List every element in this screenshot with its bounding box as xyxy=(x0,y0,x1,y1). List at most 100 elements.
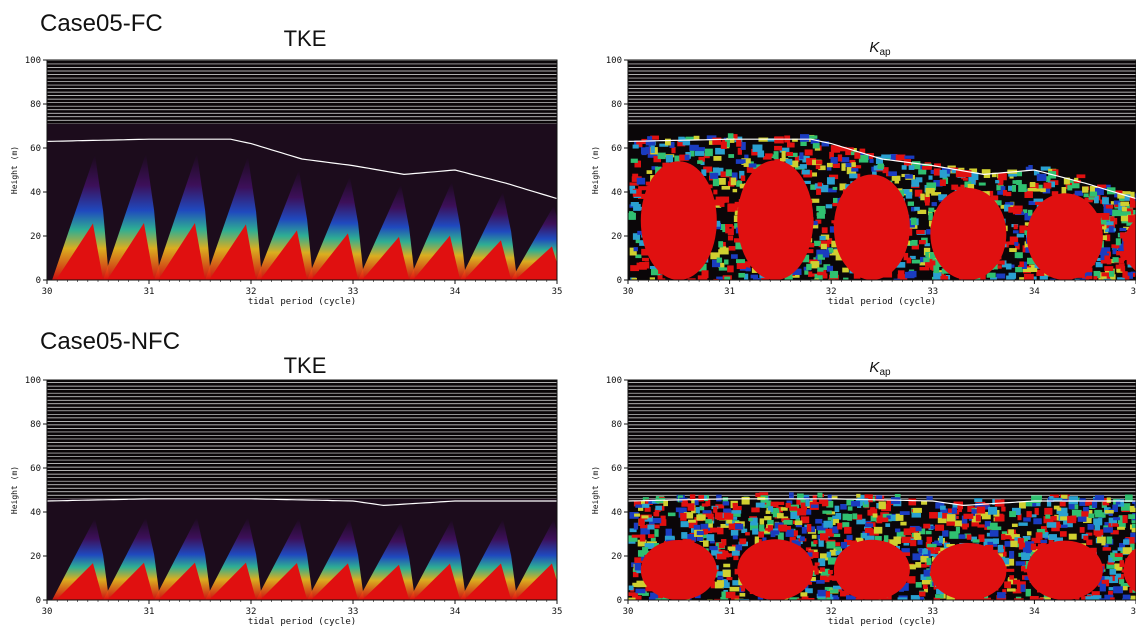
kap-cell xyxy=(962,524,968,530)
kap-cell xyxy=(951,507,958,514)
kap-cell xyxy=(893,278,901,280)
mixed-layer-boundary xyxy=(628,498,1136,507)
kap-cell xyxy=(812,143,820,149)
kap-cell xyxy=(918,548,925,554)
kap-cell xyxy=(843,277,849,280)
kap-cell xyxy=(1045,514,1051,519)
kap-cell xyxy=(710,199,721,206)
x-tick-label: 33 xyxy=(348,607,359,617)
kap-cell xyxy=(902,189,910,194)
kap-cell xyxy=(716,167,724,176)
kap-cell xyxy=(739,598,750,600)
y-tick-label: 0 xyxy=(36,276,41,286)
kap-cell xyxy=(701,503,709,507)
kap-cell xyxy=(814,274,823,280)
kap-cell xyxy=(938,535,943,543)
kap-cell xyxy=(829,496,838,500)
kap-cell xyxy=(639,534,646,542)
kap-cell xyxy=(794,155,800,163)
kap-cell xyxy=(1117,516,1123,525)
kap-cell xyxy=(885,523,891,527)
kap-cell xyxy=(830,157,838,164)
kap-cell xyxy=(720,141,727,149)
kap-cell xyxy=(665,154,674,163)
kap-cell xyxy=(823,264,831,271)
kap-cell xyxy=(1044,507,1053,516)
kap-cell xyxy=(1037,543,1046,548)
x-axis-label: tidal period (cycle) xyxy=(828,297,936,307)
kap-cell xyxy=(738,272,745,278)
kap-cell xyxy=(811,198,820,203)
kap-cell xyxy=(1011,534,1020,539)
kap-cell xyxy=(629,182,639,186)
case-label-fc: Case05-FC xyxy=(40,10,163,37)
kap-cell xyxy=(1103,543,1109,549)
kap-cell xyxy=(832,542,841,547)
kap-cell xyxy=(717,527,724,535)
kap-cell xyxy=(847,513,853,521)
kap-cell xyxy=(900,552,911,556)
kap-cell xyxy=(709,546,718,551)
kap-cell xyxy=(852,513,858,520)
kap-cell xyxy=(1102,197,1109,205)
kap-cell xyxy=(677,140,686,147)
kap-cell xyxy=(925,189,930,198)
kap-cell xyxy=(647,152,655,158)
kap-cell xyxy=(1018,184,1027,192)
kap-cell xyxy=(914,206,920,211)
kap-cell xyxy=(904,271,915,279)
kap-cell xyxy=(821,500,829,507)
kap-cell xyxy=(912,161,921,170)
x-tick-label: 33 xyxy=(927,287,938,297)
kap-cell xyxy=(1121,206,1127,212)
kap-cell xyxy=(806,523,812,532)
kap-cell xyxy=(897,274,908,280)
kap-cell xyxy=(1129,196,1136,201)
kap-cell xyxy=(632,173,639,178)
kap-cell xyxy=(1013,171,1023,177)
kap-cell xyxy=(652,517,662,524)
kap-cell xyxy=(819,533,829,541)
kap-cell xyxy=(757,596,764,600)
kap-cell xyxy=(1111,575,1119,584)
kap-cell xyxy=(632,582,641,588)
kap-cell xyxy=(1012,180,1020,184)
kap-cell xyxy=(774,145,783,151)
kap-cell xyxy=(1126,204,1133,211)
kap-cell xyxy=(1037,599,1043,600)
kap-cell xyxy=(716,553,727,560)
kap-cell xyxy=(832,197,838,203)
kap-cell xyxy=(718,241,724,248)
kap-cell xyxy=(1043,593,1050,600)
kap-cell xyxy=(785,529,795,537)
kap-cell xyxy=(864,498,869,505)
y-tick-label: 60 xyxy=(30,144,41,154)
kap-cell xyxy=(742,261,750,268)
kap-cell xyxy=(1018,542,1029,550)
kap-cell xyxy=(1100,216,1107,225)
kap-cell xyxy=(893,536,901,544)
kap-cell xyxy=(1012,230,1019,234)
kap-cell xyxy=(872,513,878,518)
plot-content xyxy=(47,382,557,600)
kap-cell xyxy=(918,240,926,245)
kap-cell xyxy=(1061,494,1068,499)
kap-cell xyxy=(928,207,935,212)
kap-cell xyxy=(728,523,737,530)
kap-cell xyxy=(993,200,1002,206)
kap-cell xyxy=(789,537,796,543)
kap-cell xyxy=(689,144,699,151)
kap-cell xyxy=(851,168,859,172)
kap-cell xyxy=(826,162,833,168)
kap-cell xyxy=(1124,194,1133,201)
kap-cell xyxy=(732,502,738,506)
kap-cell xyxy=(786,151,793,157)
kap-cell xyxy=(760,530,770,534)
kap-cell xyxy=(1012,579,1021,585)
kap-cell xyxy=(1094,495,1105,502)
kap-cell xyxy=(1120,265,1126,272)
kap-cell xyxy=(780,507,788,511)
kap-cell xyxy=(816,188,822,195)
kap-cell xyxy=(1131,523,1136,529)
